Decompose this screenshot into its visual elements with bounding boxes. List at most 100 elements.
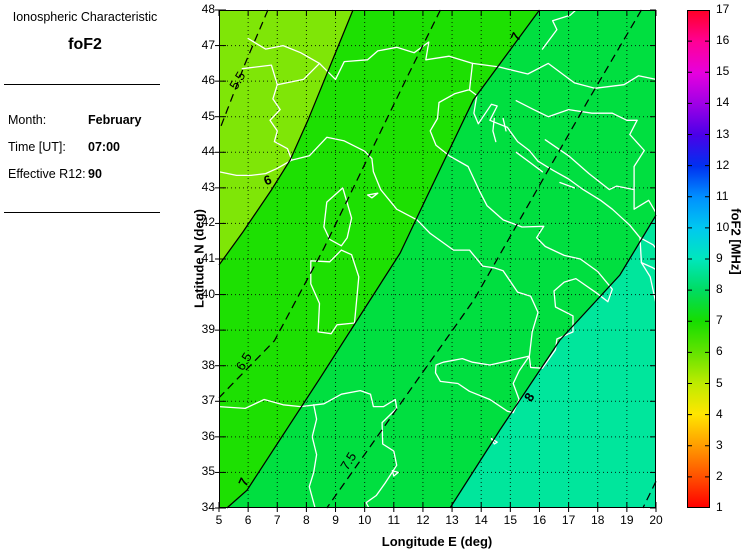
x-tick-19: 19 xyxy=(620,513,634,527)
country-border xyxy=(308,404,318,509)
country-border xyxy=(269,84,293,161)
y-tick-40: 40 xyxy=(201,286,215,301)
x-tick-6: 6 xyxy=(244,513,252,527)
y-tick-41: 41 xyxy=(201,251,215,265)
country-border xyxy=(471,62,657,89)
y-tick-44: 44 xyxy=(201,144,215,159)
fof2-band-6 xyxy=(219,10,353,265)
y-tick-46: 46 xyxy=(201,73,215,88)
y-tick-47: 47 xyxy=(201,37,215,52)
panel-title: Ionospheric Characteristic xyxy=(12,10,158,24)
contour-map-plot[interactable]: 5.5 6 6.5 7 7 7.5 8 xyxy=(215,9,657,512)
time-value: 07:00 xyxy=(88,140,120,154)
country-border xyxy=(218,389,398,509)
month-label: Month: xyxy=(8,113,47,127)
y-tick-36: 36 xyxy=(201,428,215,443)
colorbar-tick-label-12: 12 xyxy=(716,157,730,172)
y-tick-45: 45 xyxy=(201,108,215,123)
x-tick-20: 20 xyxy=(649,513,663,527)
country-border xyxy=(515,151,544,173)
country-border xyxy=(468,89,657,305)
divider-top xyxy=(4,84,160,85)
country-border xyxy=(218,159,293,177)
colorbar-tick-label-8: 8 xyxy=(716,282,723,297)
country-border xyxy=(541,9,577,50)
colorbar-tick-label-14: 14 xyxy=(716,95,730,110)
y-tick-38: 38 xyxy=(201,357,215,372)
x-tick-14: 14 xyxy=(474,513,488,527)
x-tick-5: 5 xyxy=(215,513,223,527)
colorbar-ticks-svg xyxy=(687,40,710,478)
country-border xyxy=(241,41,474,91)
country-border xyxy=(323,187,353,247)
y-tick-35: 35 xyxy=(201,464,215,479)
colorbar-tick-label-2: 2 xyxy=(716,468,723,483)
fof2-band-78 xyxy=(226,10,656,508)
country-border xyxy=(559,181,576,189)
country-border xyxy=(434,355,530,414)
country-border xyxy=(544,139,657,214)
y-tick-34: 34 xyxy=(201,500,215,514)
contour-line-8.5 xyxy=(642,481,657,509)
country-border xyxy=(366,192,379,199)
x-axis-label: Longitude E (deg) xyxy=(381,534,493,549)
time-row: Time [UT]: 07:00 xyxy=(8,140,173,154)
contour-line-7 xyxy=(226,9,541,509)
colorbar-tick-label-16: 16 xyxy=(716,33,730,48)
colorbar-tick-label-15: 15 xyxy=(716,64,730,79)
r12-label: Effective R12: xyxy=(8,167,86,181)
country-border xyxy=(492,117,497,143)
x-tick-7: 7 xyxy=(273,513,281,527)
info-panel: Ionospheric Characteristic foF2 Month: F… xyxy=(0,0,170,551)
country-border xyxy=(391,470,399,477)
colorbar-tick-label-17: 17 xyxy=(716,2,730,16)
x-tick-18: 18 xyxy=(591,513,605,527)
y-tick-39: 39 xyxy=(201,322,215,337)
colorbar-tick-label-5: 5 xyxy=(716,375,723,390)
contour-line-6 xyxy=(218,9,354,266)
colorbar-tick-label-7: 7 xyxy=(716,313,723,328)
month-value: February xyxy=(88,113,142,127)
contour-line-7.5 xyxy=(326,9,642,509)
x-tick-13: 13 xyxy=(445,513,459,527)
country-border xyxy=(515,100,638,121)
country-border xyxy=(310,249,360,335)
x-tick-17: 17 xyxy=(561,513,576,527)
colorbar-label: foF2 [MHz] xyxy=(728,208,744,275)
colorbar-tick-label-3: 3 xyxy=(716,437,723,452)
x-tick-10: 10 xyxy=(357,513,372,527)
colorbar xyxy=(687,10,710,508)
colorbar-tick-label-13: 13 xyxy=(716,126,730,141)
x-tick-12: 12 xyxy=(416,513,430,527)
y-tick-42: 42 xyxy=(201,215,215,230)
colorbar-tick-label-10: 10 xyxy=(716,219,730,234)
x-tick-16: 16 xyxy=(532,513,547,527)
y-tick-37: 37 xyxy=(201,393,215,408)
contour-label-6: 6 xyxy=(262,172,274,189)
colorbar-tick-label-4: 4 xyxy=(716,406,723,421)
x-tick-8: 8 xyxy=(303,513,310,527)
x-tick-11: 11 xyxy=(387,513,401,527)
colorbar-tick-label-9: 9 xyxy=(716,251,723,265)
y-tick-48: 48 xyxy=(201,2,215,16)
month-row: Month: February xyxy=(8,113,173,127)
fof2-band-8 xyxy=(450,215,656,508)
contour-line-8 xyxy=(449,214,657,509)
x-tick-15: 15 xyxy=(503,513,517,527)
x-tick-9: 9 xyxy=(332,513,339,527)
country-border xyxy=(502,117,507,132)
country-border xyxy=(247,37,321,65)
colorbar-tick-label-1: 1 xyxy=(716,500,723,514)
contour-line-6.5 xyxy=(218,9,441,399)
colorbar-tick-label-11: 11 xyxy=(716,188,729,203)
colorbar-tick-label-6: 6 xyxy=(716,344,723,359)
r12-value: 90 xyxy=(88,167,102,181)
time-label: Time [UT]: xyxy=(8,140,66,154)
contour-line-5.5 xyxy=(219,9,269,128)
y-tick-43: 43 xyxy=(201,179,215,194)
country-border xyxy=(629,119,645,191)
divider-bottom xyxy=(4,212,160,213)
y-axis-label: Latitude N (deg) xyxy=(191,209,207,308)
